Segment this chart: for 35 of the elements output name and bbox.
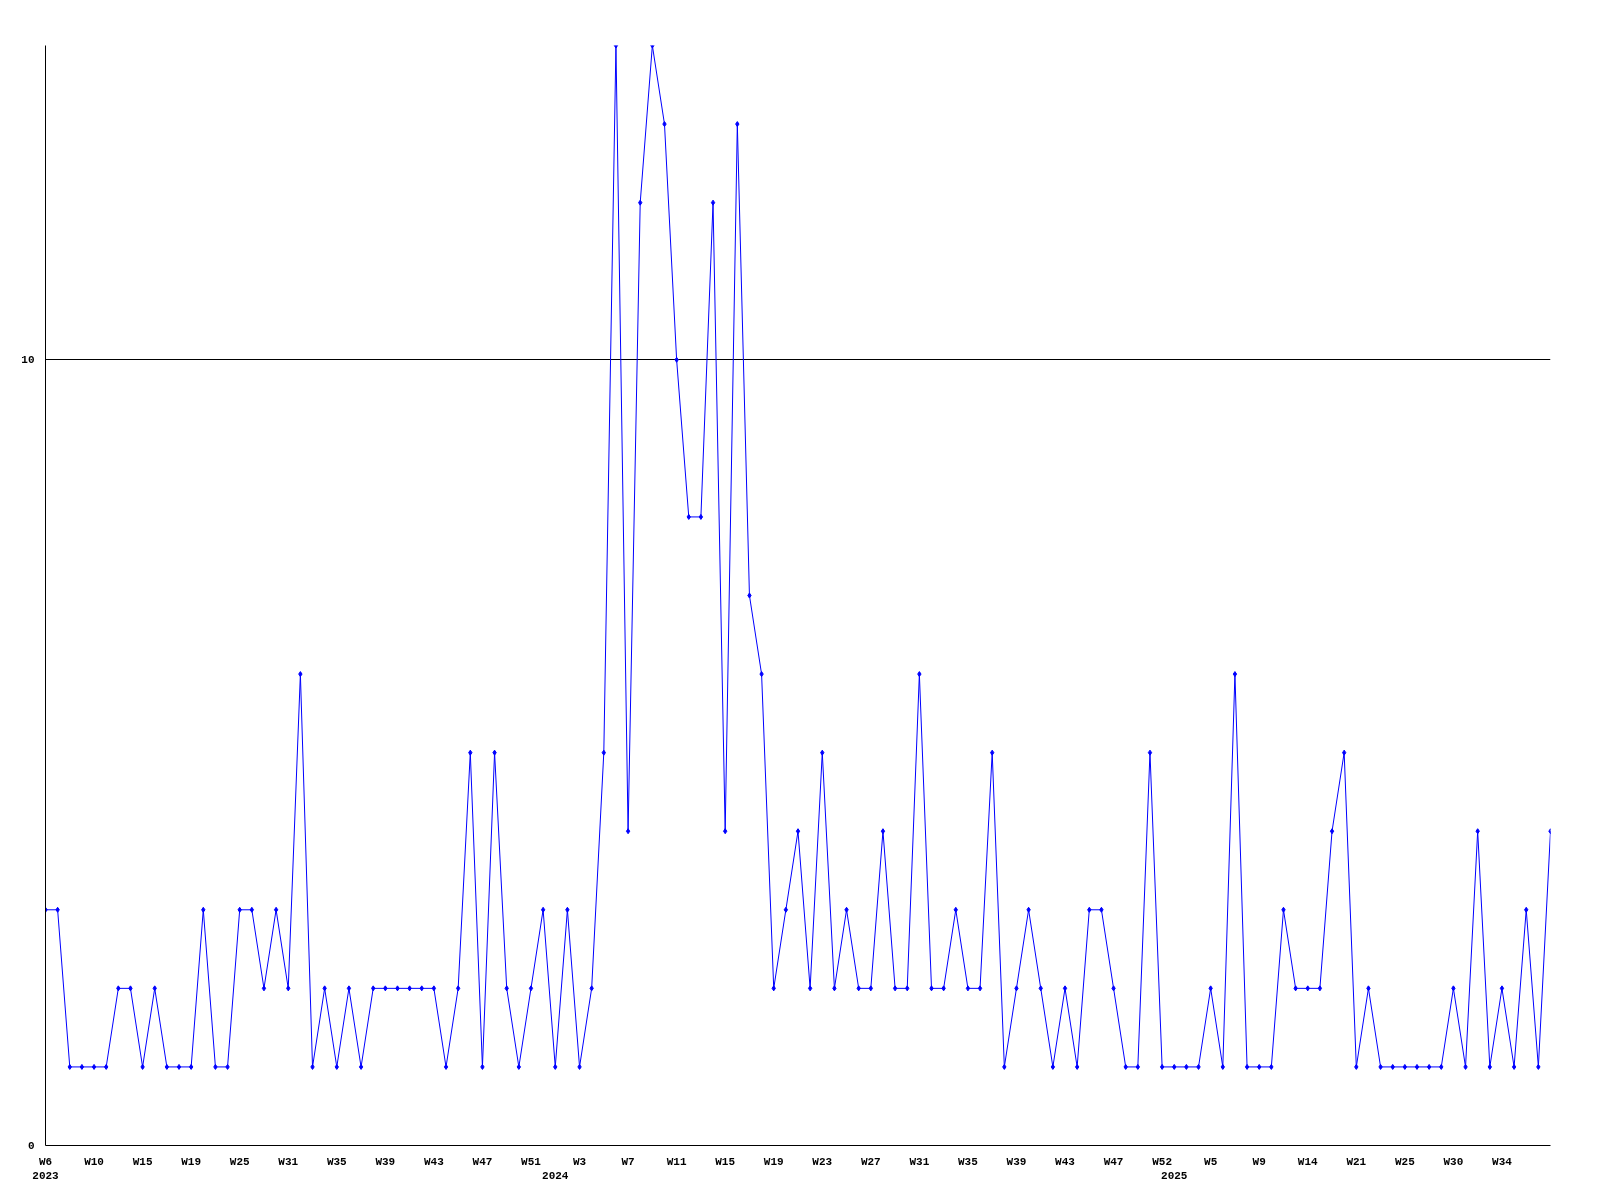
x-tick-label: W3 [572, 1155, 587, 1168]
y-tick-label: 10 [21, 354, 35, 367]
x-tick-label: W34 [1492, 1155, 1513, 1168]
x-tick-label: W35 [326, 1155, 348, 1168]
x-tick-label: W15 [132, 1155, 153, 1168]
x-tick-label: W27 [860, 1155, 881, 1168]
x-tick-label: W47 [472, 1155, 493, 1168]
x-tick-label: W5 [1204, 1155, 1218, 1168]
x-tick-label: W9 [1252, 1155, 1266, 1168]
x-tick-label: W25 [1394, 1155, 1416, 1168]
y-tick-label: 0 [27, 1140, 35, 1152]
x-tick-label: W7 [621, 1155, 635, 1168]
x-tick-label: W52 [1152, 1155, 1173, 1168]
x-tick-label: W15 [715, 1155, 736, 1168]
x-tick-label: W23 [812, 1155, 833, 1168]
x-tick-label: W43 [1055, 1155, 1076, 1168]
x-tick-label: W14 [1297, 1155, 1319, 1168]
x-tick-label: W19 [181, 1155, 202, 1168]
x-tick-label: W21 [1346, 1155, 1367, 1168]
x-tick-label: W35 [958, 1155, 979, 1168]
x-tick-label: W47 [1103, 1155, 1124, 1168]
x-tick-label: W10 [84, 1155, 104, 1168]
x-tick-label: W43 [423, 1155, 445, 1168]
x-tick-label: W11 [666, 1155, 687, 1168]
x-tick-label: W51 [521, 1155, 542, 1168]
x-tick-label: W39 [1006, 1155, 1027, 1168]
x-tick-label: W31 [278, 1155, 299, 1168]
x-tick-label: W31 [909, 1155, 930, 1168]
x-tick-label: W30 [1443, 1155, 1464, 1168]
x-tick-label: W19 [763, 1155, 784, 1168]
x-tick-label: 2025 [1161, 1169, 1188, 1182]
x-tick-label: W39 [375, 1155, 396, 1168]
x-tick-label: 2024 [542, 1169, 569, 1182]
x-tick-label: W6 2023 [32, 1155, 60, 1182]
x-tick-label: W25 [229, 1155, 250, 1168]
